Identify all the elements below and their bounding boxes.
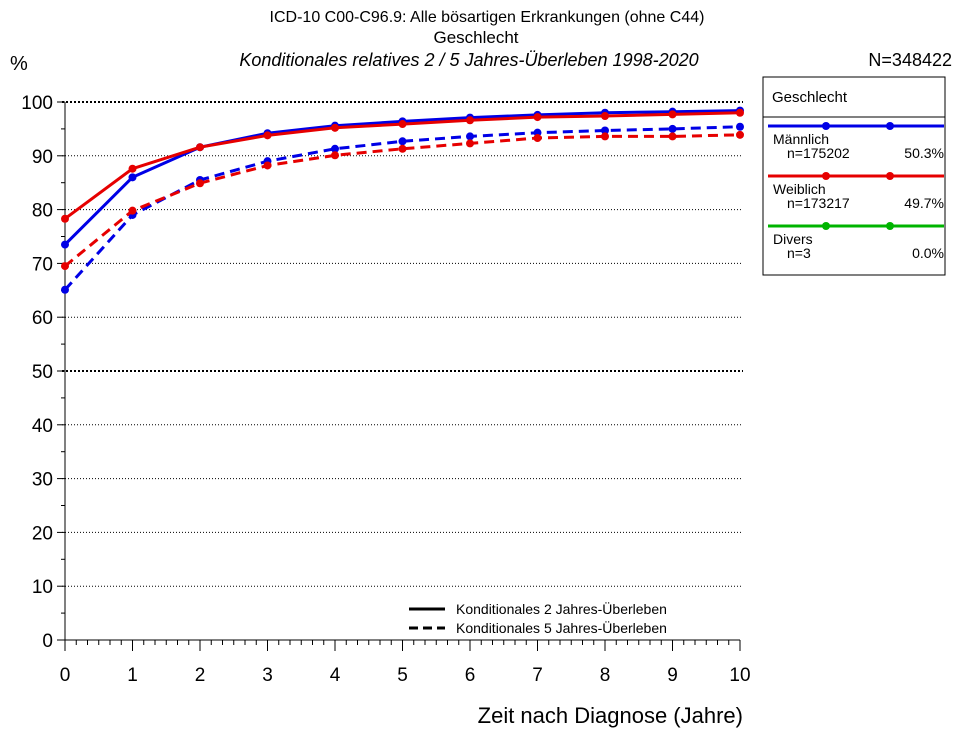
data-point [398,120,407,129]
data-point [196,143,204,152]
legend-count: n=3 [787,245,811,261]
x-tick-label: 1 [127,665,138,686]
data-point [331,151,339,160]
x-tick-label: 5 [397,665,408,686]
y-tick-label: 50 [32,362,53,383]
chart-title: ICD-10 C00-C96.9: Alle bösartigen Erkran… [270,9,705,26]
series-line [64,111,741,220]
series-line [63,109,741,246]
legend-name: Weiblich [773,181,826,197]
y-axis-ticks: 0 10 20 30 40 50 60 70 80 90 100 [21,93,65,652]
data-point [533,113,542,122]
y-tick-label: 0 [42,631,53,652]
data-point [668,124,677,133]
legend-name: Divers [773,231,813,247]
data-point [128,173,137,182]
legend-marker [886,122,894,130]
chart-subtitle: Geschlecht [433,28,518,47]
legend-percent: 49.7% [904,195,944,211]
data-point [61,240,69,249]
data-point [263,131,272,140]
legend-title: Geschlecht [772,89,848,106]
series-3 [61,130,744,271]
data-point [601,132,609,141]
x-tick-label: 8 [600,665,611,686]
x-tick-label: 2 [195,665,206,686]
data-point [61,285,69,294]
data-point [533,134,542,143]
data-point [601,126,609,135]
grid [62,101,743,587]
legend-marker [822,222,830,230]
data-point [668,110,677,119]
data-point [736,108,744,117]
x-tick-label: 4 [330,665,341,686]
legend-name: Männlich [773,131,829,147]
data-point [263,161,272,170]
x-axis-label: Zeit nach Diagnose (Jahre) [478,703,743,728]
y-tick-label: 40 [32,416,53,437]
total-count: N=348422 [868,50,952,70]
y-tick-label: 10 [32,577,53,598]
line-style-label-2yr: Konditionales 2 Jahres-Überleben [456,600,667,617]
legend-count: n=173217 [787,195,850,211]
legend-marker [886,172,894,180]
x-tick-label: 9 [667,665,678,686]
y-tick-label: 100 [21,93,53,114]
legend-percent: 50.3% [904,145,944,161]
series-group [61,106,744,294]
y-tick-label: 70 [32,254,53,275]
x-tick-label: 10 [729,665,750,686]
x-tick-label: 3 [262,665,273,686]
data-point [736,122,744,131]
y-tick-label: 20 [32,523,53,544]
data-point [331,123,339,132]
data-point [736,130,744,139]
y-tick-label: 90 [32,147,53,168]
axes [60,102,740,645]
data-point [398,137,407,146]
x-tick-label: 7 [532,665,543,686]
data-point [668,132,677,141]
data-point [466,139,474,148]
y-tick-label: 80 [32,201,53,222]
data-point [61,262,69,271]
data-point [398,144,407,153]
legend-count: n=175202 [787,145,850,161]
line-style-legend: Konditionales 2 Jahres-Überleben Konditi… [409,600,667,636]
x-tick-label: 0 [60,665,71,686]
y-tick-label: 30 [32,470,53,491]
data-point [128,164,137,173]
y-tick-label: 60 [32,308,53,329]
data-point [128,206,137,215]
legend-percent: 0.0% [912,245,944,261]
legend-marker [822,172,830,180]
legend-marker [822,122,830,130]
line-style-label-5yr: Konditionales 5 Jahres-Überleben [456,619,667,636]
y-axis-label: % [10,53,28,75]
data-point [331,144,339,153]
x-axis-ticks: 0 1 2 3 4 5 6 7 8 9 10 [60,640,751,686]
data-point [466,132,474,141]
data-point [61,214,69,223]
series-line [64,133,741,268]
data-point [466,116,474,125]
data-point [196,179,204,188]
legend-marker [886,222,894,230]
x-tick-label: 6 [465,665,476,686]
chart-subtitle-2: Konditionales relatives 2 / 5 Jahres-Übe… [239,50,698,70]
data-point [601,111,609,120]
series-1 [61,108,744,223]
